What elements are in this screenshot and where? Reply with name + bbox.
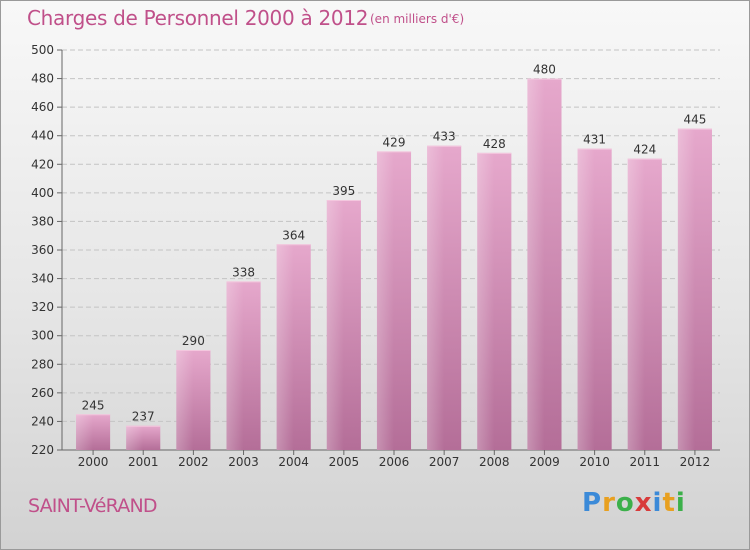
x-tick-label: 2011: [629, 455, 660, 469]
bar-highlight: [276, 244, 294, 450]
data-label: 424: [633, 143, 656, 157]
place-name: SAINT-VéRAND: [28, 495, 158, 517]
data-label: 237: [132, 410, 155, 424]
data-label: 445: [683, 113, 706, 127]
data-label: 428: [483, 137, 506, 151]
chart-subtitle: (en milliers d'€): [370, 12, 465, 26]
bar-highlight: [427, 145, 445, 450]
bar-highlight: [326, 200, 344, 450]
bar-highlight: [76, 414, 94, 450]
bar-highlight: [577, 148, 595, 451]
y-tick-label: 300: [31, 329, 54, 343]
data-label: 364: [282, 228, 305, 242]
y-tick-label: 360: [31, 243, 54, 257]
y-tick-label: 460: [31, 100, 54, 114]
y-tick-label: 240: [31, 414, 54, 428]
data-label: 431: [583, 133, 606, 147]
x-tick-label: 2006: [379, 455, 410, 469]
y-tick-label: 480: [31, 72, 54, 86]
y-tick-label: 320: [31, 300, 54, 314]
proxiti-logo: Proxiti: [582, 488, 686, 518]
x-tick-label: 2001: [128, 455, 159, 469]
logo-letter: r: [602, 488, 616, 518]
x-tick-label: 2000: [78, 455, 109, 469]
data-labels: 245 237 290 338 364 395 429 433 428 480 431 424 445: [82, 63, 707, 424]
logo-letter: x: [634, 488, 653, 518]
logo-letter: o: [615, 488, 635, 518]
x-tick-label: 2007: [429, 455, 460, 469]
data-label: 338: [232, 265, 255, 279]
x-tick-label: 2003: [228, 455, 259, 469]
logo-letter: i: [675, 488, 686, 518]
x-tick-label: 2005: [329, 455, 360, 469]
logo-letter: P: [582, 488, 603, 518]
data-label: 245: [82, 398, 105, 412]
data-label: 290: [182, 334, 205, 348]
y-tick-label: 420: [31, 157, 54, 171]
bars: [76, 78, 712, 451]
y-tick-label: 220: [31, 443, 54, 457]
y-tick-label: 260: [31, 386, 54, 400]
data-label: 433: [433, 130, 456, 144]
x-tick-label: 2012: [680, 455, 711, 469]
x-tick-label: 2008: [479, 455, 510, 469]
y-tick-label: 440: [31, 129, 54, 143]
y-tick-label: 380: [31, 214, 54, 228]
bar-highlight: [126, 425, 144, 450]
data-label: 429: [383, 135, 406, 149]
bar-highlight: [176, 350, 194, 450]
y-tick-label: 280: [31, 357, 54, 371]
bar-highlight: [627, 158, 645, 451]
x-tick-label: 2004: [278, 455, 309, 469]
chart-title: Charges de Personnel 2000 à 2012: [27, 6, 369, 30]
bar-highlight: [677, 128, 695, 451]
y-tick-label: 400: [31, 186, 54, 200]
x-tick-label: 2009: [529, 455, 560, 469]
logo-letter: i: [652, 488, 663, 518]
y-tick-label: 340: [31, 272, 54, 286]
x-tick-label: 2002: [178, 455, 209, 469]
logo-letter: t: [662, 488, 676, 518]
y-tick-labels: 220 240 260 280 300 320 340 360 380 400 420 440 460 4…: [31, 43, 54, 457]
bar-highlight: [376, 151, 394, 450]
bar-highlight: [477, 152, 495, 450]
x-tick-labels: 2000 2001 2002 2003 2004 2005 2006 2007 2008 2009…: [78, 455, 710, 469]
data-label: 395: [332, 184, 355, 198]
x-tick-label: 2010: [579, 455, 610, 469]
y-tick-label: 500: [31, 43, 54, 57]
data-label: 480: [533, 63, 556, 77]
bar-highlight: [527, 78, 545, 451]
bar-highlight: [226, 281, 244, 450]
